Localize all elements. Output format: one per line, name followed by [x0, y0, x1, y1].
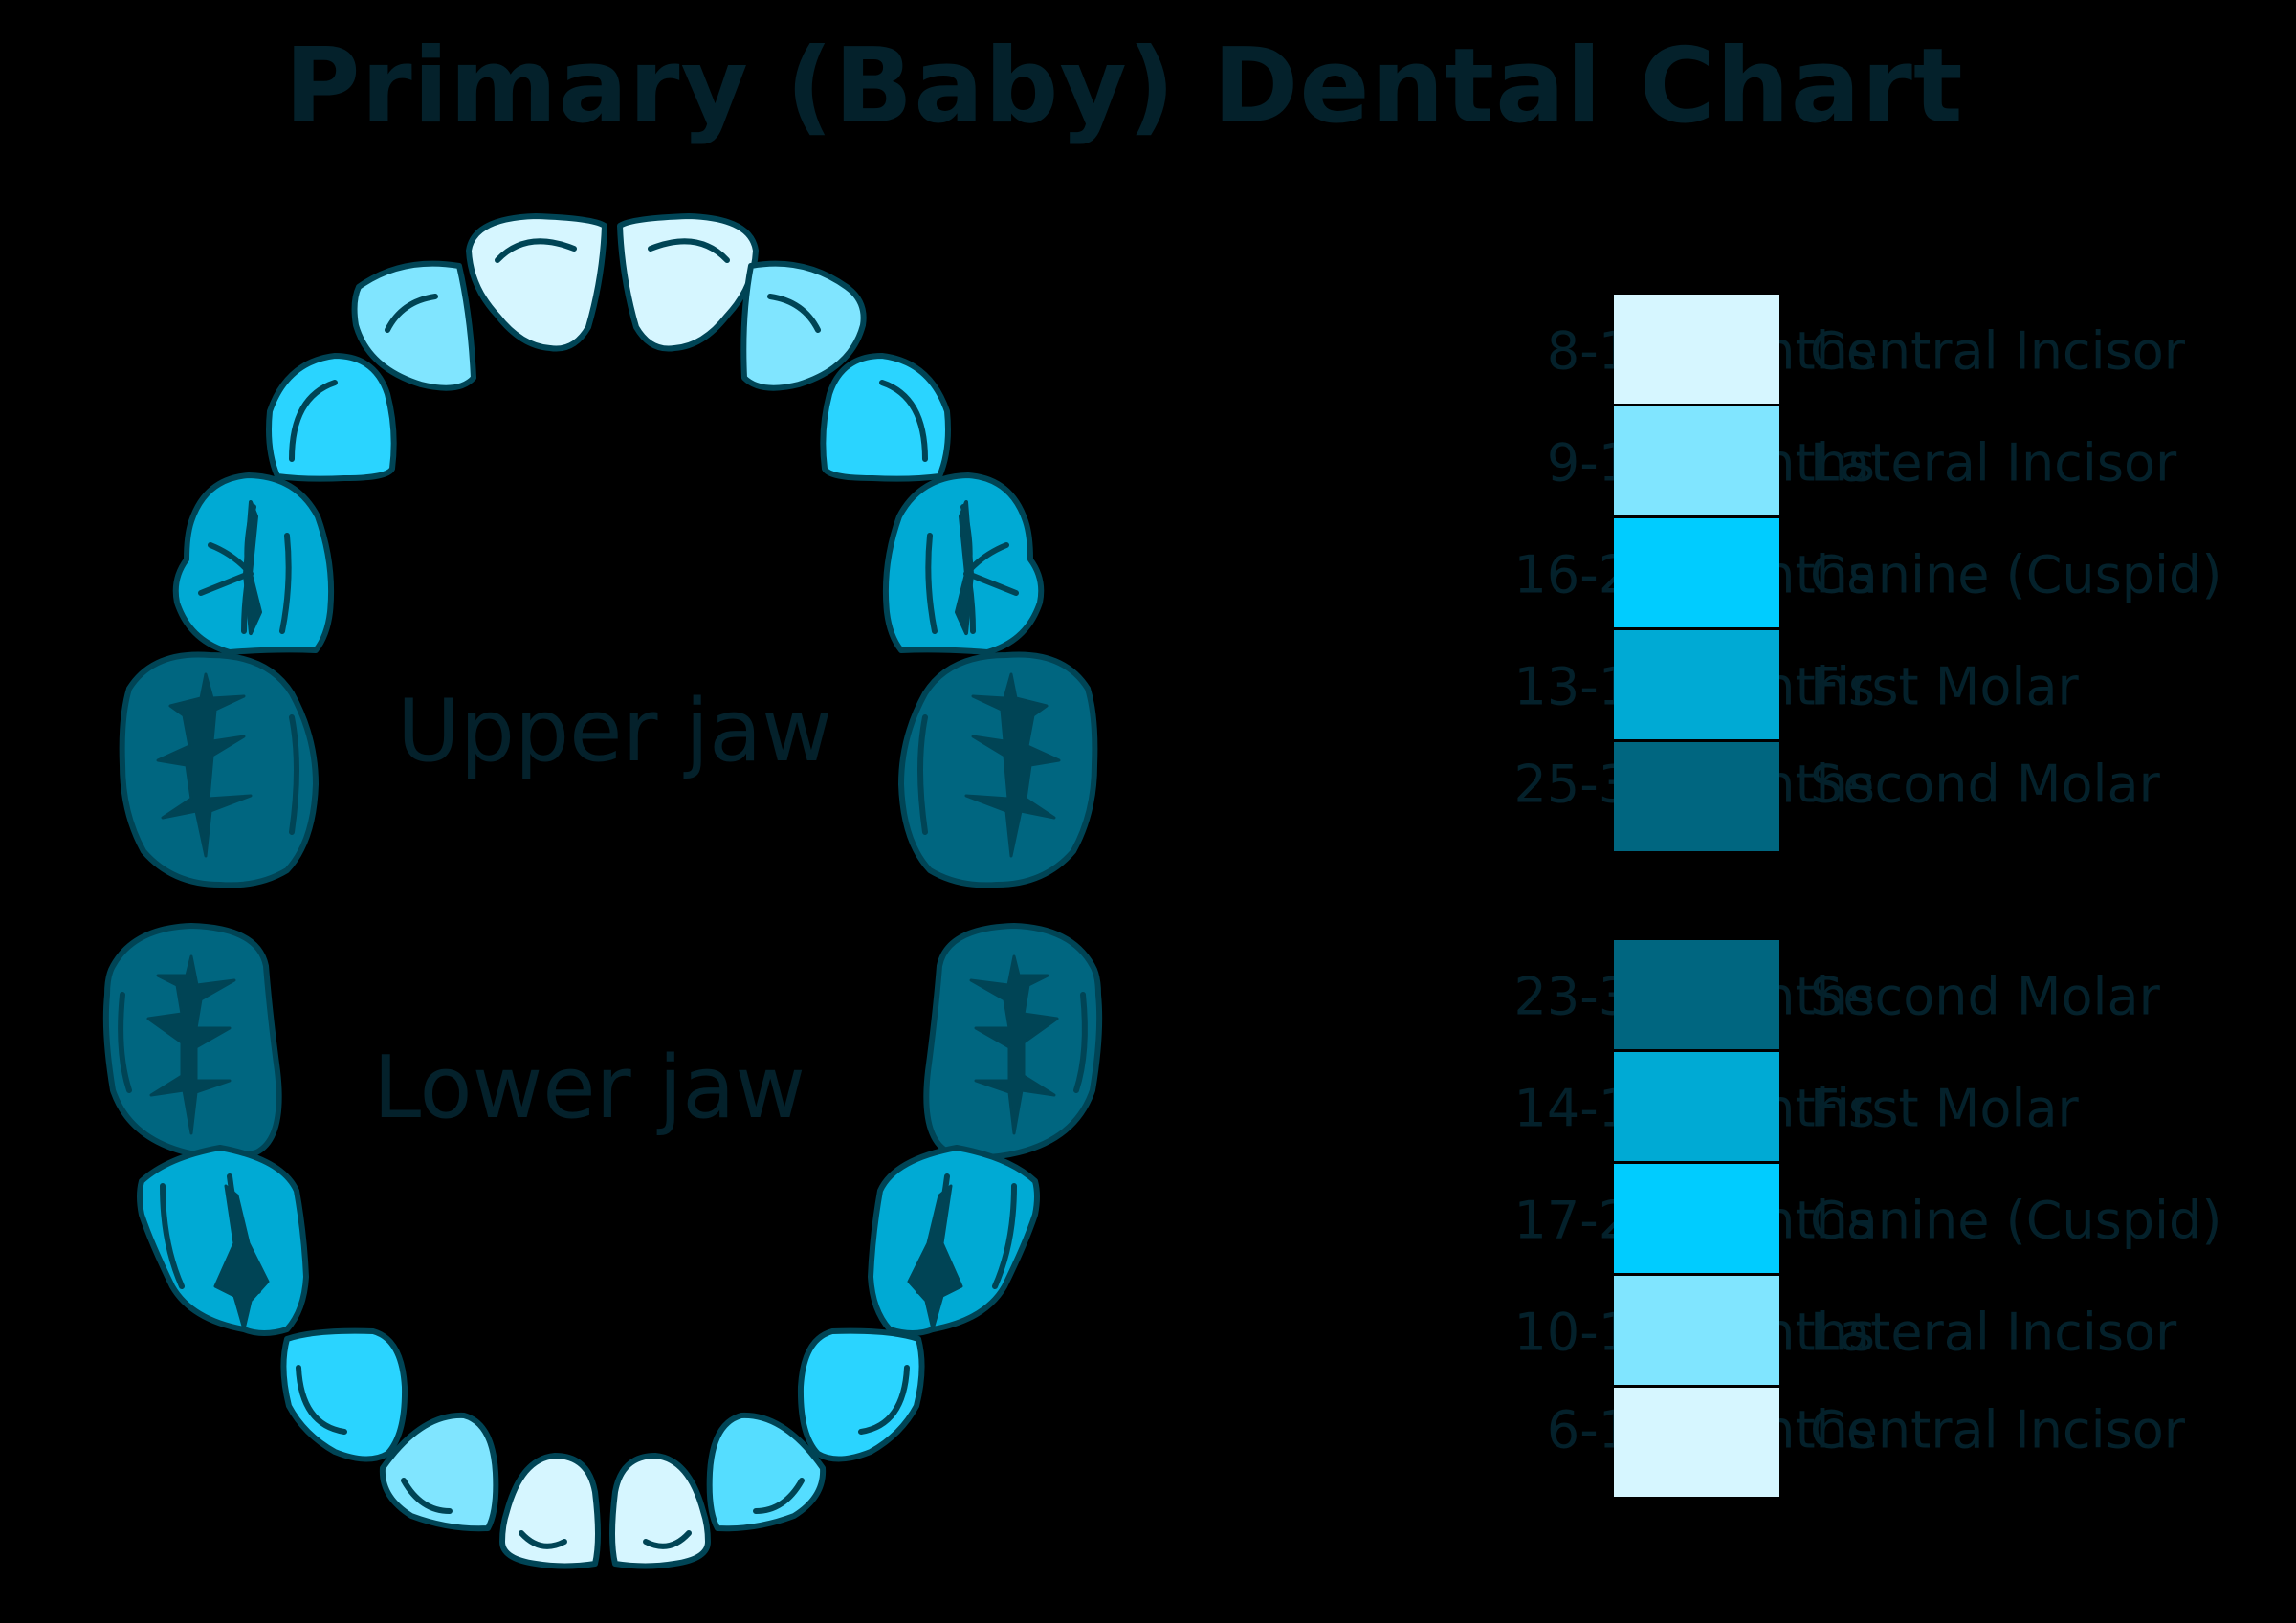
- lower-jaw-label: Lower jaw: [373, 1038, 806, 1138]
- legend-row-upper-central-incisor: 8-12 months Central Incisor: [1225, 295, 2296, 406]
- legend-row-lower-canine: 17-23 months Canine (Cuspid): [1225, 1164, 2296, 1276]
- color-swatch-central-incisor: [1614, 1388, 1779, 1497]
- tooth-type: Central Incisor: [1810, 320, 2186, 381]
- upper-canine-left: [266, 353, 397, 482]
- tooth-type: Lateral Incisor: [1810, 432, 2177, 493]
- chart-title: Primary (Baby) Dental Chart: [284, 27, 1964, 146]
- color-swatch-lateral-incisor: [1614, 1276, 1779, 1385]
- tooth-type: Second Molar: [1810, 754, 2160, 815]
- lower-canine-left: [280, 1327, 408, 1462]
- lower-central-incisor-right: [609, 1453, 711, 1569]
- color-swatch-first-molar: [1614, 630, 1779, 739]
- color-swatch-canine: [1614, 518, 1779, 627]
- legend-row-lower-lateral-incisor: 10-16 months Lateral Incisor: [1225, 1276, 2296, 1388]
- lower-central-incisor-left: [499, 1453, 601, 1569]
- lower-canine-right: [797, 1327, 925, 1462]
- lower-second-molar-right: [923, 923, 1103, 1160]
- upper-second-molar-left: [119, 651, 319, 888]
- legend-row-upper-lateral-incisor: 9-13 months Lateral Incisor: [1225, 406, 2296, 518]
- legend-row-lower-second-molar: 23-31 months Second Molar: [1225, 940, 2296, 1052]
- color-swatch-central-incisor: [1614, 295, 1779, 404]
- lower-lateral-incisor-right: [706, 1412, 827, 1532]
- legend-row-lower-central-incisor: 6-10 months Central Incisor: [1225, 1388, 2296, 1500]
- tooth-type: Second Molar: [1810, 966, 2160, 1026]
- lower-lateral-incisor-left: [379, 1412, 499, 1532]
- upper-first-molar-left: [172, 472, 335, 655]
- legend-row-lower-first-molar: 14-18 months First Molar: [1225, 1052, 2296, 1164]
- dental-arch-diagram: [102, 213, 1103, 1569]
- upper-central-incisor-left: [466, 213, 607, 352]
- color-swatch-canine: [1614, 1164, 1779, 1273]
- upper-lateral-incisor-left: [351, 260, 476, 391]
- legend-row-upper-second-molar: 25-33 months Second Molar: [1225, 742, 2296, 854]
- tooth-type: Canine (Cuspid): [1810, 1190, 2222, 1250]
- upper-central-incisor-right: [617, 213, 759, 352]
- tooth-type: Central Incisor: [1810, 1399, 2186, 1460]
- upper-first-molar-right: [882, 472, 1045, 655]
- upper-lateral-incisor-right: [740, 260, 867, 391]
- tooth-type: First Molar: [1810, 1078, 2079, 1138]
- tooth-type: Canine (Cuspid): [1810, 544, 2222, 604]
- color-swatch-lateral-incisor: [1614, 406, 1779, 515]
- legend-row-upper-first-molar: 13-19 months First Molar: [1225, 630, 2296, 742]
- upper-second-molar-right: [898, 651, 1098, 888]
- upper-jaw-label: Upper jaw: [397, 681, 832, 781]
- lower-first-molar-left: [137, 1145, 309, 1336]
- color-swatch-second-molar: [1614, 940, 1779, 1049]
- tooth-type: Lateral Incisor: [1810, 1302, 2177, 1362]
- color-swatch-first-molar: [1614, 1052, 1779, 1161]
- lower-second-molar-left: [102, 923, 282, 1160]
- tooth-type: First Molar: [1810, 656, 2079, 716]
- legend-row-upper-canine: 16-22 months Canine (Cuspid): [1225, 518, 2296, 630]
- lower-first-molar-right: [868, 1145, 1040, 1336]
- upper-canine-right: [820, 353, 951, 482]
- color-swatch-second-molar: [1614, 742, 1779, 851]
